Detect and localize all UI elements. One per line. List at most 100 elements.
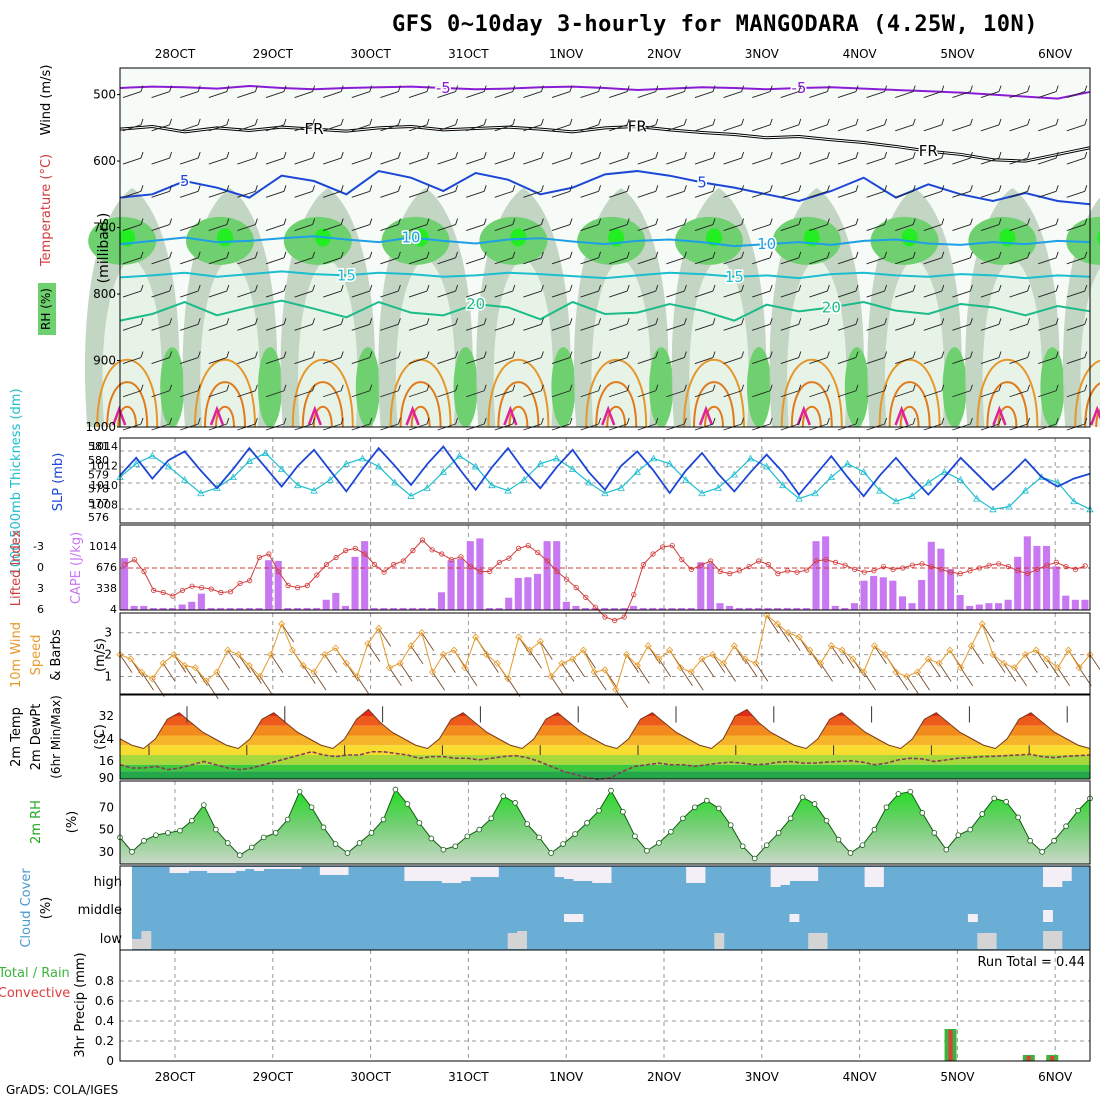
cloud-high-bar (686, 867, 697, 883)
isotherm-label: 20 (822, 298, 841, 316)
warm-isotherm-loop (704, 406, 724, 428)
wind-barb-flag (397, 351, 401, 358)
wind-barb (780, 323, 799, 331)
bottom-day-label: 3NOV (745, 1070, 780, 1084)
wind-barb (237, 290, 256, 298)
wind-barb (952, 124, 971, 132)
rh-point (213, 826, 219, 833)
thickness-point (407, 492, 415, 499)
wind-barb-flag (397, 185, 401, 192)
wind-barb (494, 124, 513, 132)
surface-wind-barb (593, 671, 607, 691)
wind-barb-flag (855, 151, 859, 159)
wind-speed-point (342, 659, 350, 667)
cape-bar (937, 548, 945, 610)
thickness-point (471, 462, 480, 470)
wind-barb-flag (655, 185, 659, 192)
wind-barb (523, 290, 542, 298)
wind-barb-flag (798, 251, 802, 258)
wind-barb-flag (1084, 218, 1088, 225)
cape-bar (831, 605, 839, 610)
rh-point (584, 820, 590, 826)
wind-barb-flag (569, 151, 573, 159)
wind-barb (723, 290, 742, 298)
wind-barb-flag (283, 384, 287, 391)
wind-barb-flag (998, 251, 1002, 258)
wind-barb-flag (226, 151, 230, 159)
hot-isotherm-spike (992, 405, 1007, 426)
thickness-point (876, 486, 884, 494)
lifted-index-point (400, 558, 406, 564)
wind-barb-flag (655, 151, 659, 159)
surface-wind-barb (658, 658, 672, 678)
wind-barb-flag (998, 417, 1002, 425)
wind-barb-flag (969, 251, 973, 258)
wind-barb-flag (912, 384, 916, 391)
cape-bar (841, 607, 849, 610)
lifted-index-point (535, 549, 541, 556)
wind-barb-flag (540, 351, 544, 358)
cape-bar (495, 607, 503, 610)
wind-barb (523, 124, 542, 132)
cape-bar (630, 605, 638, 610)
rh-point (344, 850, 351, 856)
wind-barb-flag (598, 185, 602, 192)
wind-barb (265, 124, 285, 132)
temp-tick: 24 (99, 732, 114, 746)
wind-barb-flag (969, 318, 973, 325)
rh-column-green (747, 347, 771, 428)
cape-bar (466, 541, 474, 610)
lifted-index-point (295, 584, 301, 591)
lifted-index-point (131, 556, 138, 563)
wind-speed-point (536, 637, 544, 646)
wind-barb (1066, 224, 1085, 231)
lifted-index-point (861, 569, 867, 575)
wind-barb-flag (1027, 151, 1031, 159)
rh-point (692, 804, 698, 811)
surface-wind-barb (561, 663, 575, 682)
wind-barb-flag (798, 351, 802, 358)
rh-unit-label: (%) (65, 811, 80, 834)
wind-barb-flag (455, 118, 459, 125)
wind-barb (666, 91, 685, 99)
lifted-index-point (410, 547, 416, 554)
lifted-index-point (237, 580, 243, 587)
wind-barb-flag (798, 118, 802, 125)
lifted-index-point (976, 565, 983, 571)
wind-tick: 3 (104, 626, 112, 640)
cloud-high-bar (592, 867, 603, 883)
wind-barb (265, 91, 285, 99)
rh-point (608, 787, 614, 794)
wind-barb (694, 257, 714, 265)
wind-speed-point (202, 677, 210, 685)
wind-barb-flag (397, 384, 401, 391)
wind-barb (437, 224, 456, 231)
wind-barb-flag (369, 318, 373, 325)
cloud-high-bar (798, 867, 809, 881)
cloud-middle-bar (789, 914, 800, 922)
wind-barb-flag (169, 417, 173, 425)
cloud-high-bar (864, 867, 875, 887)
wind-barb-flag (483, 118, 487, 125)
wind-barb-flag (998, 151, 1002, 159)
wind-barb (1038, 124, 1057, 132)
wind-barb-flag (397, 284, 401, 292)
warm-isotherm-loop (1084, 382, 1100, 428)
wind-barb (1038, 190, 1057, 198)
cloud-high-bar (216, 867, 227, 873)
wind-barb-flag (197, 85, 201, 92)
surface-wind-barb (119, 654, 133, 673)
wind-barb-flag (712, 151, 716, 159)
rh-point (668, 828, 674, 835)
rh-plume-light (884, 258, 945, 427)
lifted-index-point (660, 544, 666, 550)
cape-bar (303, 607, 311, 610)
warm-isotherm-loop (595, 381, 638, 428)
temp-band (120, 725, 1090, 736)
wind-barb (494, 323, 513, 331)
surface-wind-barb (830, 645, 844, 665)
wind-barb-flag (197, 384, 201, 391)
precip-convective-bar (1050, 1056, 1055, 1061)
cape-bar (668, 607, 676, 610)
wind-barb-flag (655, 417, 659, 425)
